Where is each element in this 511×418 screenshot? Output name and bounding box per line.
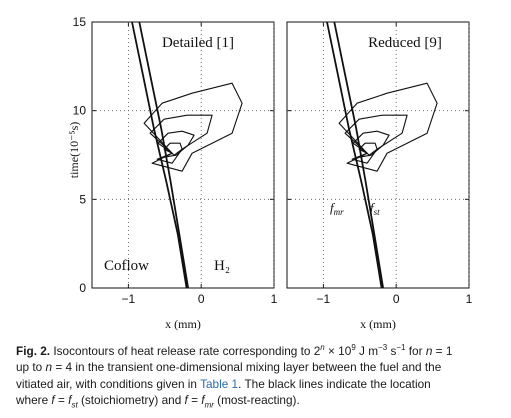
contour-level-3 [352, 130, 390, 158]
caption-line-2: up to n = 4 in the transient one-dimensi… [16, 360, 442, 375]
x-tick-label: 0 [393, 292, 400, 306]
y-tick-label: 0 [79, 281, 86, 295]
contour-level-2 [149, 114, 213, 164]
table-1-link[interactable]: Table 1 [200, 376, 239, 391]
x-tick-label: 1 [271, 292, 278, 306]
caption-line-1: Fig. 2. Isocontours of heat release rate… [16, 343, 453, 358]
f-mr-label: fmr [330, 200, 344, 217]
panel-reduced: Reduced [9] fmr fst [286, 21, 470, 289]
panel-title: Detailed [1] [162, 35, 234, 51]
x-tick-label: −1 [122, 292, 136, 306]
x-axis-label-left: x (mm) [165, 317, 201, 331]
panel-frame [286, 21, 470, 289]
y-axis-label: time(10⁻⁵s) [67, 122, 81, 179]
f-st-label: fst [370, 200, 380, 217]
contour-level-1 [143, 82, 243, 172]
panel-frame [91, 21, 275, 289]
figure-caption: Fig. 2. Isocontours of heat release rate… [16, 340, 502, 414]
y-tick-label: 10 [73, 104, 87, 118]
series-lines [131, 21, 384, 289]
fst-line [333, 21, 384, 289]
caption-line-3: vitiated air, with conditions given in T… [16, 376, 431, 391]
contour-level-2 [344, 114, 408, 164]
panel-title: Reduced [9] [368, 35, 442, 51]
y-tick-label: 5 [79, 192, 86, 206]
ticks: 0 5 10 15 −1 0 1 −1 0 1 [73, 15, 473, 306]
h2-label: H₂ [214, 258, 230, 274]
grid [92, 22, 470, 288]
fmr-line [131, 21, 188, 289]
figure-svg: time(10⁻⁵s) Detailed [1] Coflow H₂ Reduc… [67, 15, 473, 331]
contours [143, 82, 438, 172]
caption-line-4: where f = fst (stoichiometry) and f = fm… [16, 393, 300, 410]
figure: time(10⁻⁵s) Detailed [1] Coflow H₂ Reduc… [67, 15, 473, 331]
x-tick-label: 1 [466, 292, 473, 306]
contour-level-1 [338, 82, 438, 172]
x-tick-label: −1 [317, 292, 331, 306]
x-tick-label: 0 [198, 292, 205, 306]
x-axis-label-right: x (mm) [360, 317, 396, 331]
panel-detailed: Detailed [1] Coflow H₂ [91, 21, 275, 289]
fmr-line [326, 21, 383, 289]
coflow-label: Coflow [104, 258, 149, 274]
fst-line [138, 21, 189, 289]
contour-level-3 [157, 130, 195, 158]
y-tick-label: 15 [73, 15, 87, 29]
